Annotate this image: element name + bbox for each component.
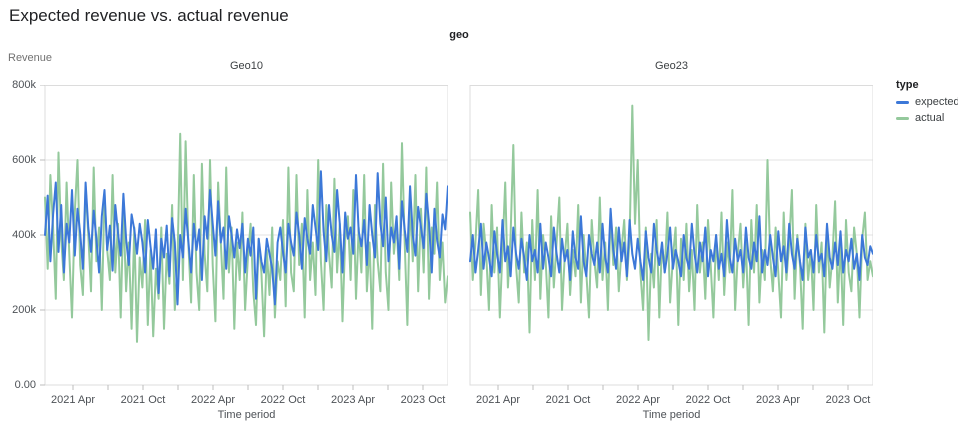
line-expected-geo23[interactable] <box>469 207 873 281</box>
x-axis-title: Time period <box>643 409 701 421</box>
y-tick-200k: 200k <box>12 304 36 316</box>
expected-line-swatch-icon <box>896 100 909 104</box>
y-tick-800k: 800k <box>12 79 36 91</box>
x-tick-label: 2023 Apr <box>331 394 375 406</box>
line-expected-geo10[interactable] <box>44 170 448 306</box>
x-tick-label: 2022 Oct <box>261 394 306 406</box>
legend-label-actual: actual <box>915 112 945 124</box>
legend-label-expected: expected <box>915 96 958 108</box>
x-tick-label: 2021 Oct <box>546 394 591 406</box>
x-tick-label: 2021 Oct <box>121 394 166 406</box>
y-tick-400k: 400k <box>12 229 36 241</box>
facet-title-geo10: Geo10 <box>229 60 264 72</box>
x-tick-label: 2023 Oct <box>826 394 871 406</box>
x-tick-label: 2023 Oct <box>401 394 446 406</box>
facet-title-geo23: Geo23 <box>654 60 689 72</box>
legend-item-actual[interactable]: actual <box>896 112 958 124</box>
line-chart-panel-geo23[interactable]: 2021 Apr 2021 Oct 2022 Apr 2022 Oct 2023 Apr… <box>465 85 873 423</box>
x-tick-label: 2021 Apr <box>51 394 95 406</box>
legend-title: type <box>896 79 919 91</box>
line-actual-geo10[interactable] <box>44 132 448 343</box>
line-actual-geo23[interactable] <box>469 104 873 341</box>
x-tick-label: 2023 Apr <box>756 394 800 406</box>
y-tick-600k: 600k <box>12 154 36 166</box>
actual-line-swatch-icon <box>896 116 909 120</box>
x-tick-label: 2022 Apr <box>191 394 235 406</box>
x-tick-label: 2021 Apr <box>476 394 520 406</box>
y-tick-0: 0.00 <box>14 379 36 391</box>
legend-item-expected[interactable]: expected <box>896 96 958 108</box>
line-chart-panel-geo10[interactable]: 2021 Apr 2021 Oct 2022 Apr 2022 Oct 2023 Apr… <box>40 85 448 423</box>
x-tick-label: 2022 Apr <box>616 394 660 406</box>
legend: type expected actual <box>896 79 958 128</box>
y-axis-title: Revenue <box>8 52 53 64</box>
x-axis-title: Time period <box>218 409 276 421</box>
facet-header-geo: geo <box>449 29 469 41</box>
x-tick-label: 2022 Oct <box>686 394 731 406</box>
chart-title: Expected revenue vs. actual revenue <box>9 6 289 25</box>
